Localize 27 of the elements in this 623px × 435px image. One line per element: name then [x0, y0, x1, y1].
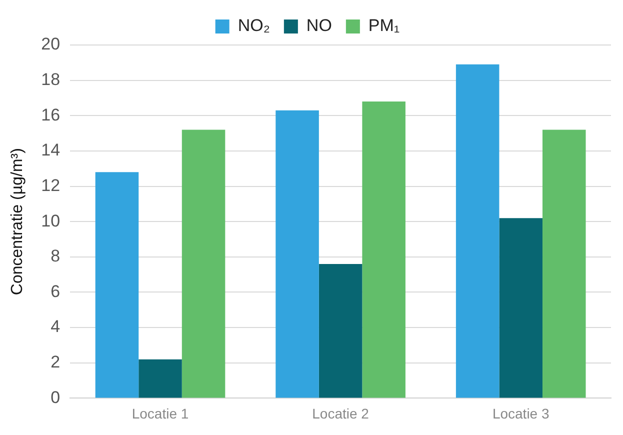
legend-label: NO₂ — [238, 16, 270, 36]
bar — [362, 102, 406, 398]
bar — [542, 130, 586, 398]
legend-label: PM₁ — [368, 16, 400, 36]
x-tick-label: Locatie 1 — [132, 405, 189, 422]
y-tick-label: 14 — [41, 140, 60, 160]
y-tick-label: 0 — [50, 388, 60, 407]
y-tick-label: 10 — [41, 211, 60, 230]
bar — [456, 64, 500, 398]
bar — [138, 359, 182, 398]
bar — [276, 110, 319, 398]
bar — [182, 130, 226, 398]
y-tick-label: 2 — [50, 352, 60, 372]
y-tick-label: 6 — [50, 282, 60, 301]
y-tick-label: 18 — [41, 70, 60, 90]
y-tick-label: 16 — [41, 105, 60, 124]
y-tick-label: 8 — [50, 246, 60, 266]
legend-label: NO — [306, 16, 332, 36]
bar — [318, 264, 362, 398]
y-tick-label: 4 — [50, 317, 60, 336]
y-axis-title: Concentratie (µg/m³) — [9, 148, 26, 296]
y-tick-label: 12 — [41, 176, 60, 195]
bar — [95, 172, 139, 398]
x-tick-label: Locatie 2 — [312, 405, 370, 422]
x-tick-label: Locatie 3 — [492, 405, 550, 422]
bar — [499, 218, 542, 398]
y-tick-label: 20 — [41, 34, 60, 54]
